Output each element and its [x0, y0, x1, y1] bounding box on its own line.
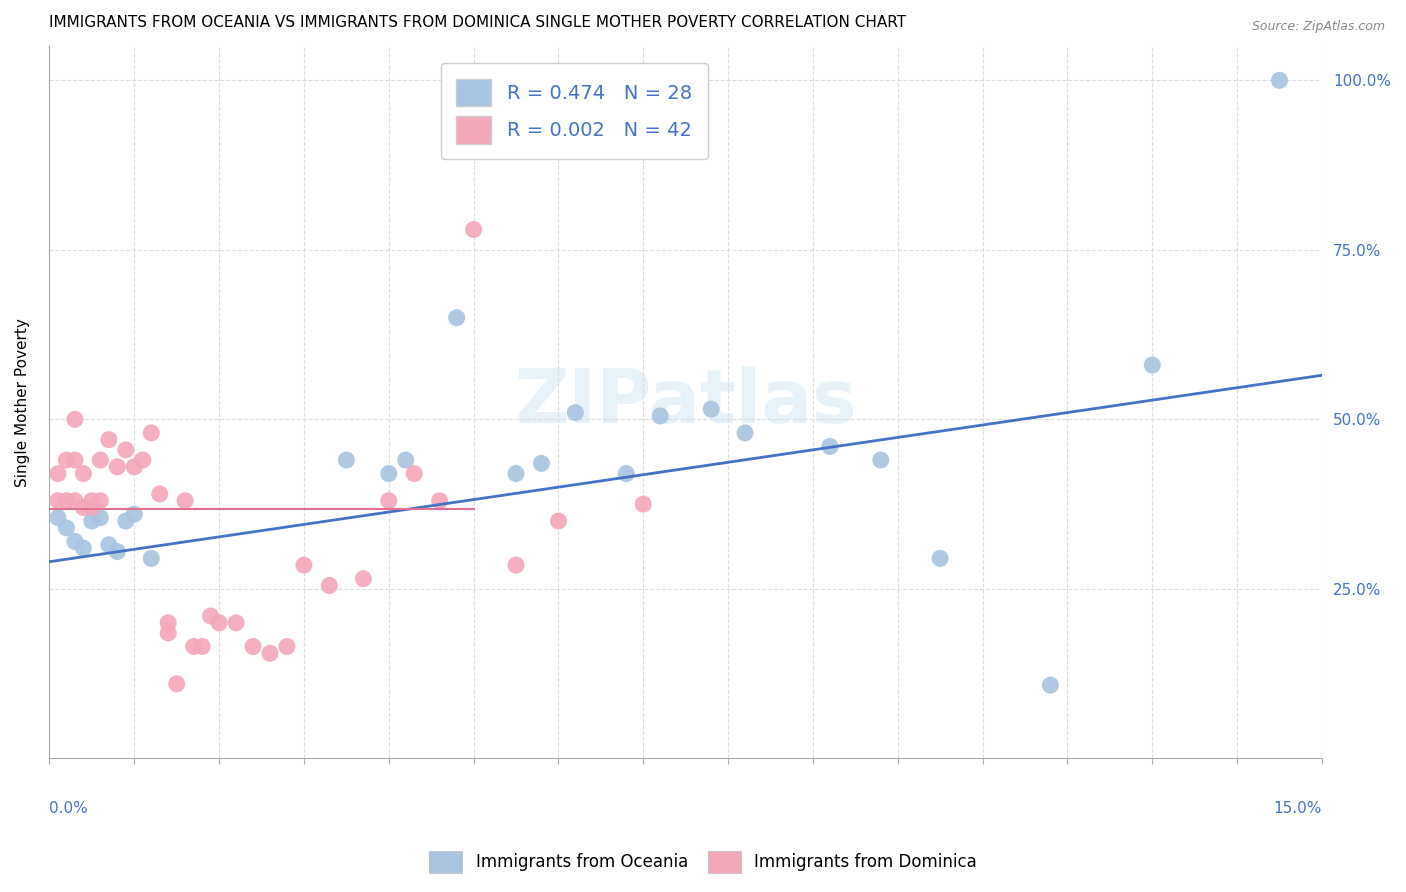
- Point: [55, 521, 77, 535]
- Point: [89, 493, 111, 508]
- Point: [404, 467, 426, 481]
- Point: [183, 640, 205, 654]
- Legend: Immigrants from Oceania, Immigrants from Dominica: Immigrants from Oceania, Immigrants from…: [422, 845, 984, 880]
- Point: [72, 467, 94, 481]
- Text: 15.0%: 15.0%: [1274, 801, 1322, 816]
- Point: [335, 453, 357, 467]
- Point: [124, 508, 146, 522]
- Point: [105, 544, 128, 558]
- Point: [46, 510, 69, 524]
- Point: [818, 440, 841, 454]
- Text: Source: ZipAtlas.com: Source: ZipAtlas.com: [1251, 20, 1385, 33]
- Point: [276, 640, 298, 654]
- Point: [157, 615, 180, 630]
- Point: [46, 467, 69, 481]
- Point: [869, 453, 891, 467]
- Text: 0.0%: 0.0%: [49, 801, 89, 816]
- Point: [446, 310, 468, 325]
- Point: [114, 442, 136, 457]
- Point: [72, 541, 94, 556]
- Point: [259, 646, 281, 660]
- Point: [225, 615, 247, 630]
- Point: [505, 558, 527, 573]
- Point: [564, 406, 586, 420]
- Point: [72, 500, 94, 515]
- Point: [929, 551, 952, 566]
- Point: [55, 493, 77, 508]
- Point: [97, 538, 120, 552]
- Legend: R = 0.474   N = 28, R = 0.002   N = 42: R = 0.474 N = 28, R = 0.002 N = 42: [441, 63, 707, 159]
- Point: [1142, 358, 1164, 372]
- Point: [80, 514, 103, 528]
- Point: [242, 640, 264, 654]
- Text: IMMIGRANTS FROM OCEANIA VS IMMIGRANTS FROM DOMINICA SINGLE MOTHER POVERTY CORREL: IMMIGRANTS FROM OCEANIA VS IMMIGRANTS FR…: [49, 15, 907, 30]
- Point: [378, 493, 401, 508]
- Point: [89, 453, 111, 467]
- Point: [105, 459, 128, 474]
- Point: [80, 493, 103, 508]
- Point: [149, 487, 172, 501]
- Point: [200, 609, 222, 624]
- Point: [318, 578, 340, 592]
- Point: [614, 467, 637, 481]
- Point: [395, 453, 418, 467]
- Point: [633, 497, 655, 511]
- Point: [1039, 678, 1062, 692]
- Point: [352, 572, 374, 586]
- Point: [530, 457, 553, 471]
- Point: [63, 534, 86, 549]
- Point: [46, 493, 69, 508]
- Point: [166, 677, 188, 691]
- Point: [63, 453, 86, 467]
- Point: [63, 412, 86, 426]
- Point: [650, 409, 672, 423]
- Point: [157, 626, 180, 640]
- Point: [132, 453, 155, 467]
- Point: [208, 615, 231, 630]
- Point: [429, 493, 451, 508]
- Point: [292, 558, 315, 573]
- Point: [97, 433, 120, 447]
- Text: ZIPatlas: ZIPatlas: [515, 366, 858, 439]
- Point: [191, 640, 214, 654]
- Point: [505, 467, 527, 481]
- Point: [174, 493, 197, 508]
- Y-axis label: Single Mother Poverty: Single Mother Poverty: [15, 318, 30, 487]
- Point: [141, 551, 163, 566]
- Point: [124, 459, 146, 474]
- Point: [63, 493, 86, 508]
- Point: [463, 222, 485, 236]
- Point: [700, 402, 723, 417]
- Point: [734, 425, 756, 440]
- Point: [114, 514, 136, 528]
- Point: [378, 467, 401, 481]
- Point: [141, 425, 163, 440]
- Point: [80, 500, 103, 515]
- Point: [55, 453, 77, 467]
- Point: [89, 510, 111, 524]
- Point: [547, 514, 569, 528]
- Point: [1268, 73, 1291, 87]
